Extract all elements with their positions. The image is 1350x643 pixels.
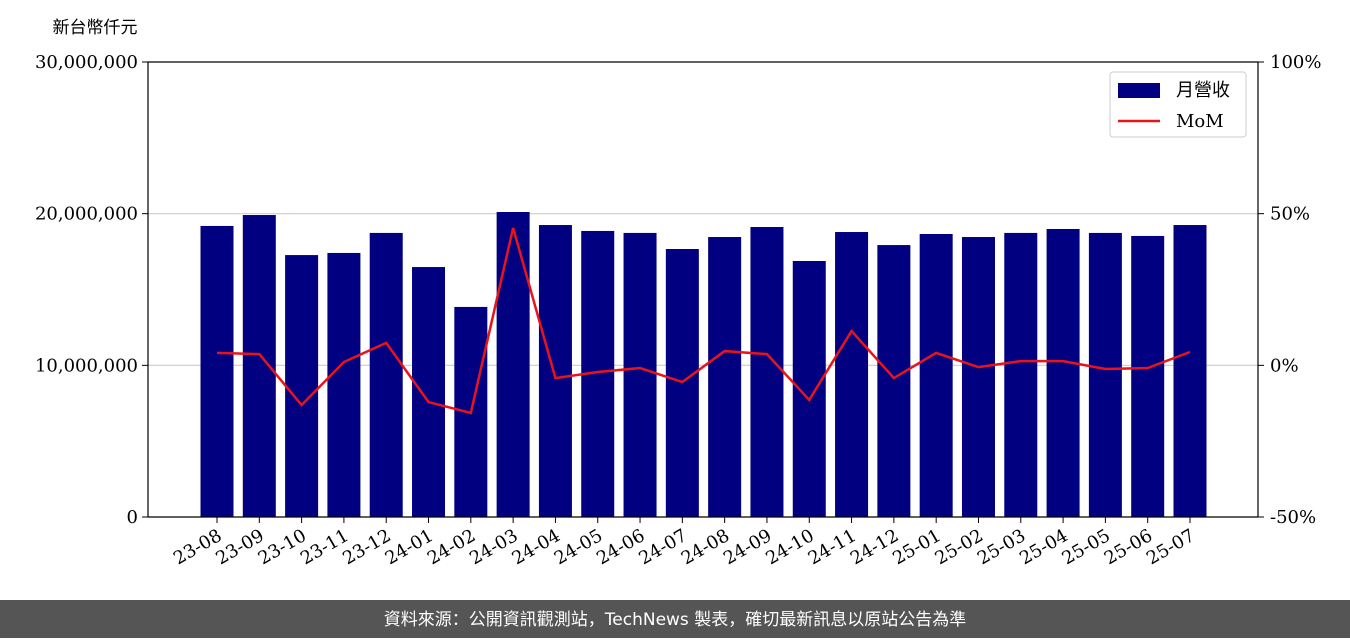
bar [1004, 232, 1038, 517]
plot-frame [147, 61, 1259, 518]
footer: 資料來源：公開資訊觀測站，TechNews 製表，確切最新訊息以原站公告為準 [384, 610, 966, 630]
bar [961, 237, 995, 518]
y2-tick-label: 50% [1270, 204, 1310, 225]
bar [750, 227, 784, 517]
bar [835, 232, 869, 518]
footer-bar [0, 600, 1350, 638]
legend-swatch [1118, 83, 1160, 98]
y-tick-label: 0 [127, 507, 138, 528]
bar [1173, 225, 1207, 517]
bar [877, 245, 911, 518]
bar [538, 225, 572, 517]
bar [285, 255, 319, 518]
y-axis-label: 新台幣仟元 [53, 18, 138, 38]
y-tick-label: 20,000,000 [35, 204, 138, 225]
y2-tick-label: 0% [1270, 355, 1299, 376]
legend-label: 月營收 [1176, 80, 1230, 101]
bar [623, 232, 657, 517]
bar [369, 232, 403, 517]
bar [496, 211, 530, 517]
y-tick-label: 30,000,000 [35, 52, 138, 73]
legend-label: MoM [1176, 111, 1224, 132]
bar [242, 215, 276, 517]
bar [1088, 232, 1122, 517]
bar [412, 267, 446, 517]
x-tick-label: 25-07 [1143, 525, 1198, 569]
bar [919, 233, 953, 518]
y2-tick-label: -50% [1270, 507, 1316, 528]
bar [708, 237, 742, 518]
bar [1046, 228, 1080, 518]
y2-tick-label: 100% [1270, 52, 1321, 73]
bar [200, 225, 234, 517]
bar [327, 252, 361, 517]
line [216, 227, 1191, 415]
bar [1131, 235, 1165, 517]
y-tick-label: 10,000,000 [35, 355, 138, 376]
